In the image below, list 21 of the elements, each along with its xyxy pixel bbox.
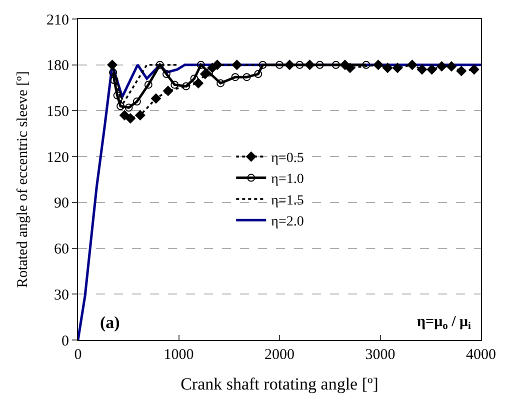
x-axis-title: Crank shaft rotating angle [º] xyxy=(180,374,378,394)
y-tick-label: 60 xyxy=(54,242,69,258)
annotation: η=μ$_{o}$ / μ$_{i}$ xyxy=(417,314,471,332)
x-tick-label: 0 xyxy=(74,347,82,363)
x-tick-label: 4000 xyxy=(466,347,496,363)
y-axis-title: Rotated angle of eccentric sleeve [º] xyxy=(14,71,31,288)
annotation: (a) xyxy=(100,313,120,332)
legend-label: η=1.5 xyxy=(271,193,304,208)
y-tick-label: 30 xyxy=(54,287,69,304)
x-tick-label: 2000 xyxy=(264,347,294,363)
legend-label: η=1.0 xyxy=(271,172,304,188)
x-tick-label: 3000 xyxy=(365,347,396,363)
x-tick-label: 1000 xyxy=(164,347,194,363)
y-tick-label: 210 xyxy=(46,12,69,28)
y-tick-label: 180 xyxy=(46,58,69,74)
y-tick-label: 90 xyxy=(54,196,69,212)
y-tick-label: 120 xyxy=(46,150,69,166)
legend-label: η=0.5 xyxy=(271,151,304,166)
y-tick-label: 0 xyxy=(62,333,69,350)
legend-label: η=2.0 xyxy=(271,214,304,230)
y-tick-label: 150 xyxy=(46,104,69,120)
